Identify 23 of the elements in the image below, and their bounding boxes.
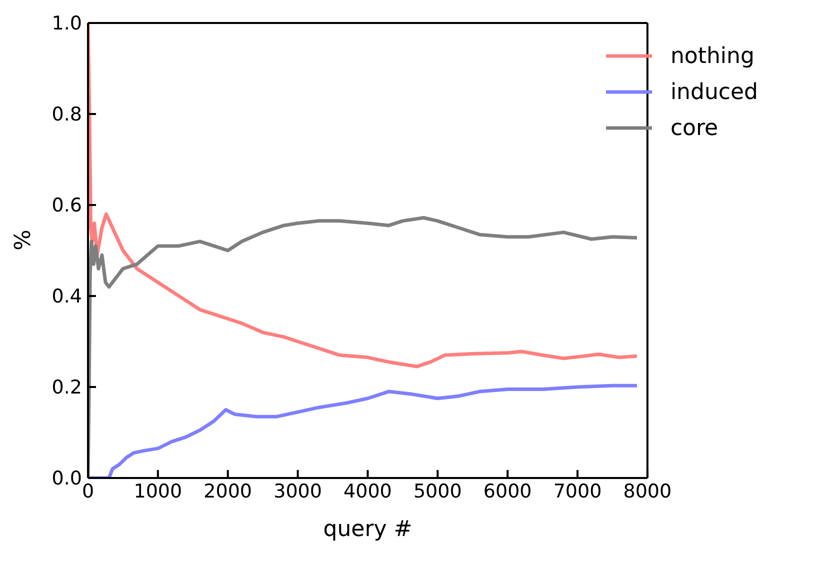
y-tick-label: 0.8 [52, 104, 82, 126]
x-tick-label: 4000 [344, 480, 392, 502]
line-series [88, 216, 639, 478]
legend-label: nothing [670, 44, 754, 68]
x-tick-label: 8000 [623, 480, 672, 502]
y-tick-label: 0.6 [52, 194, 82, 217]
x-tick-label: 0 [82, 480, 94, 502]
x-tick-label: 6000 [483, 480, 532, 502]
y-tick-label: 0.0 [52, 468, 82, 490]
legend-label: core [670, 116, 718, 140]
x-axis-title: query # [323, 517, 412, 542]
y-tick-label: 0.4 [52, 286, 82, 308]
x-tick-label: 1000 [134, 480, 182, 502]
legend-label: induced [670, 80, 758, 104]
x-tick-label: 7000 [553, 480, 602, 502]
y-tick-label: 1.0 [52, 12, 82, 35]
y-tick-label: 0.2 [52, 376, 82, 399]
x-tick-label: 5000 [413, 480, 462, 502]
x-tick-label: 3000 [274, 480, 322, 502]
line-series [88, 384, 639, 478]
line-series [88, 23, 639, 368]
y-axis-title: % [10, 230, 36, 250]
x-tick-label: 2000 [204, 480, 252, 502]
